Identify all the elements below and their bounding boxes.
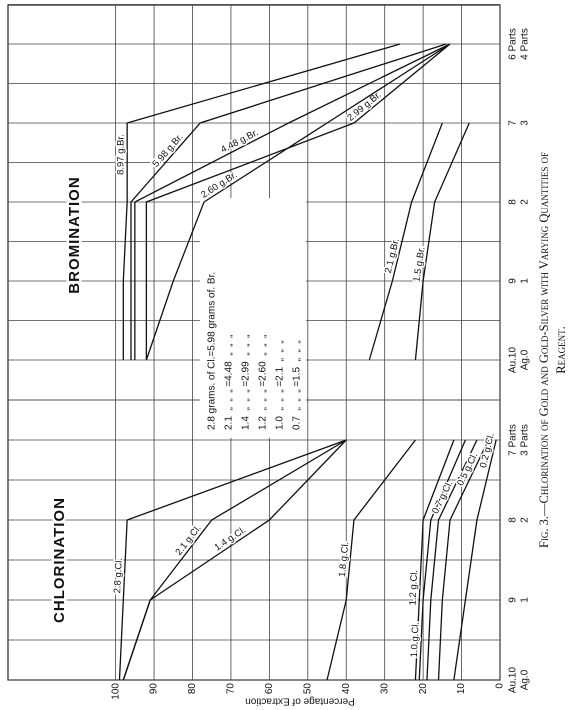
series-label: 1.4 g.Cl.: [213, 525, 249, 554]
note-row: 1.0 „ „ „ =2.1 „ „ „: [275, 340, 286, 430]
x-tick-label: Au.10: [508, 666, 519, 693]
panel-title: CHLORINATION: [51, 497, 68, 623]
series-label: 1.8 g.Cl.: [337, 541, 351, 577]
x-tick-label: 3: [520, 120, 531, 126]
series-line: [145, 43, 451, 360]
series-line: [414, 122, 470, 361]
note-row: 1.2 „ „ „ =2.60 „ „ „: [258, 335, 269, 430]
note-box: [200, 198, 306, 438]
series-line: [122, 439, 347, 681]
x-tick-label: 9: [508, 278, 519, 284]
series-line: [368, 122, 443, 361]
series-label: 1.0 g.Cl.: [409, 622, 422, 658]
y-tick-label: 50: [302, 683, 313, 695]
x-tick-label: Au.10: [508, 346, 519, 373]
series-label: 2.8 g.Cl.: [112, 558, 125, 594]
x-tick-label: 4 Parts: [520, 28, 531, 60]
series-label: 1.2 g.Cl.: [408, 570, 421, 606]
series-line: [418, 439, 467, 681]
series-line: [414, 439, 455, 681]
series-label: 2.1 g.Cl.: [173, 523, 203, 558]
y-tick-label: 40: [341, 683, 352, 695]
x-tick-label: 3 Parts: [520, 424, 531, 456]
series-line: [145, 43, 451, 361]
x-tick-label: 6 Parts: [508, 28, 519, 60]
x-tick-label: 2: [520, 517, 531, 523]
series-line: [130, 43, 447, 360]
x-tick-label: Ag.0: [520, 349, 531, 370]
note-row: 0.7 „ „ „ =1.5 „ „ „: [292, 340, 303, 430]
y-tick-label: 60: [264, 683, 275, 695]
y-tick-label: 90: [149, 683, 160, 695]
series-line: [426, 439, 478, 681]
y-tick-label: 0: [495, 683, 506, 689]
series-label: 5.98 g.Br.: [150, 132, 185, 170]
note-row: 2.1 „ „ „ =4.48 „ „ „: [224, 335, 235, 430]
y-tick-label: 30: [379, 683, 390, 695]
panel-title: BROMINATION: [66, 176, 83, 293]
series-line: [134, 43, 451, 360]
y-tick-label: 20: [418, 683, 429, 695]
series-line: [326, 439, 416, 681]
series-label: 8.97 g.Br.: [116, 134, 127, 175]
y-tick-label: 70: [226, 683, 237, 695]
series-line: [453, 439, 497, 681]
y-tick-label: 80: [187, 683, 198, 695]
series-line: [122, 43, 401, 360]
x-tick-label: 9: [508, 597, 519, 603]
x-tick-label: 1: [520, 278, 531, 284]
x-tick-label: 1: [520, 597, 531, 603]
y-axis-label: Percentage of Extraction: [245, 695, 355, 706]
caption: Fig. 3.—Chlorination of Gold and Gold-Si…: [537, 152, 551, 548]
x-tick-label: 7 Parts: [508, 424, 519, 456]
x-tick-label: 8: [508, 199, 519, 205]
y-tick-label: 10: [456, 683, 467, 695]
y-tick-label: 100: [110, 683, 121, 700]
series-line: [437, 439, 490, 681]
x-tick-label: Ag.0: [520, 669, 531, 690]
figure: 0 10 20 30 40 50 60 70 80 90 100 Percentage of Extr…: [7, 4, 568, 706]
note-row: 1.4 „ „ „ =2.99 „ „ „: [241, 335, 252, 430]
caption: Reagent.: [554, 326, 568, 373]
x-tick-label: 8: [508, 517, 519, 523]
x-tick-label: 7: [508, 120, 519, 126]
series-label: 2.99 g.Br.: [345, 89, 383, 123]
note-row: 2.8 grams. of Cl.=5.98 grams of. Br.: [207, 272, 218, 430]
x-tick-label: 2: [520, 199, 531, 205]
series-line: [118, 439, 347, 681]
